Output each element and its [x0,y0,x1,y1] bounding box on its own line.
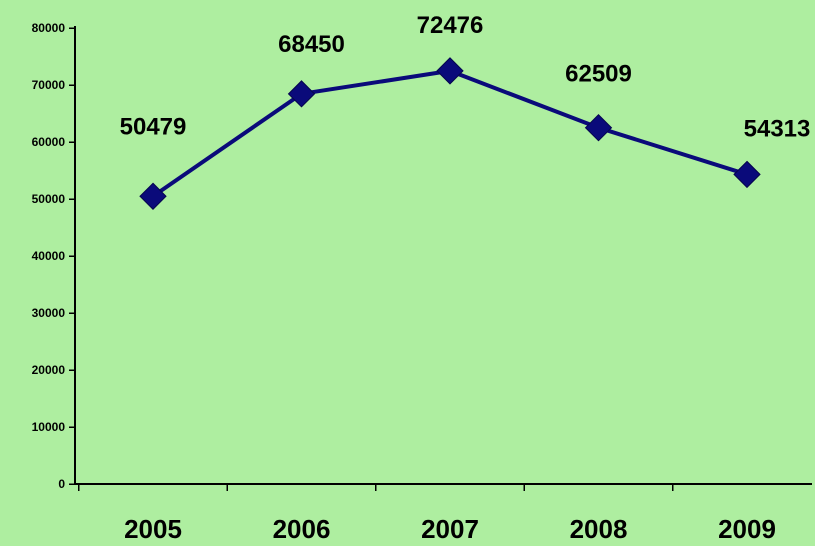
data-point-marker [139,182,167,210]
data-label: 50479 [120,113,187,140]
y-tick-label: 0 [58,477,65,491]
axes [69,26,812,491]
tick-labels: 0 10000 20000 30000 40000 50000 60000 70000 8000… [32,21,776,544]
y-tick-label: 60000 [32,135,66,149]
x-tick-label: 2008 [570,514,628,544]
series-line [151,68,748,198]
x-tick-label: 2005 [124,514,182,544]
x-tick-label: 2009 [718,514,776,544]
series-group [139,57,761,210]
y-tick-label: 20000 [32,363,66,377]
data-point-marker [287,80,316,108]
x-tick-label: 2007 [421,514,479,544]
data-labels: 50479 68450 72476 62509 54313 [120,12,811,143]
y-tick-label: 50000 [32,192,66,206]
y-tick-label: 70000 [32,78,66,92]
y-tick-label: 40000 [32,249,66,263]
y-tick-label: 30000 [32,306,66,320]
data-label: 62509 [565,61,632,88]
data-point-marker [733,160,761,189]
data-point-marker [436,57,464,85]
data-point-marker [584,113,613,142]
data-label: 72476 [417,12,484,39]
data-label: 68450 [278,31,345,58]
data-label: 54313 [744,115,811,142]
y-tick-label: 80000 [32,21,66,35]
x-tick-label: 2006 [273,514,331,544]
y-tick-label: 10000 [32,420,66,434]
